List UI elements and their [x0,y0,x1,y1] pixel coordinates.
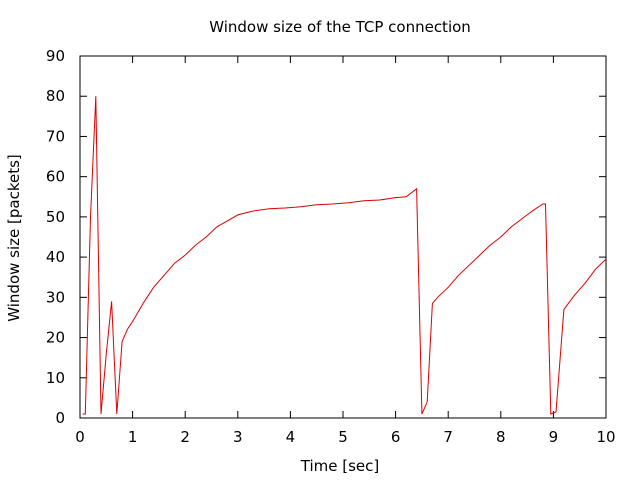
x-tick-label: 10 [596,428,615,446]
y-tick-label: 60 [46,168,65,186]
y-tick-label: 80 [46,87,65,105]
x-tick-label: 7 [443,428,453,446]
x-tick-label: 8 [496,428,506,446]
x-tick-label: 2 [180,428,190,446]
series-layer [82,96,607,415]
y-tick-label: 40 [46,248,65,266]
x-tick-label: 5 [338,428,348,446]
y-axis-label: Window size [packets] [5,154,23,322]
ticks: 0 1 2 3 4 5 6 7 8 9 10 0 10 20 30 40 50 60 70 80 90 [46,47,616,446]
y-tick-label: 30 [46,288,65,306]
y-tick-label: 0 [55,409,65,427]
y-tick-label: 10 [46,369,65,387]
y-tick-label: 50 [46,208,65,226]
plot-frame [79,55,607,419]
x-tick-label: 1 [128,428,138,446]
chart-title: Window size of the TCP connection [209,18,471,36]
y-tick-label: 20 [46,329,65,347]
y-tick-label: 90 [46,47,65,65]
x-tick-label: 3 [233,428,243,446]
x-tick-label: 0 [75,428,85,446]
x-tick-label: 9 [549,428,559,446]
y-tick-label: 70 [46,127,65,145]
x-tick-label: 6 [391,428,401,446]
series-line [82,96,607,415]
x-tick-label: 4 [286,428,296,446]
x-axis-label: Time [sec] [300,457,379,475]
